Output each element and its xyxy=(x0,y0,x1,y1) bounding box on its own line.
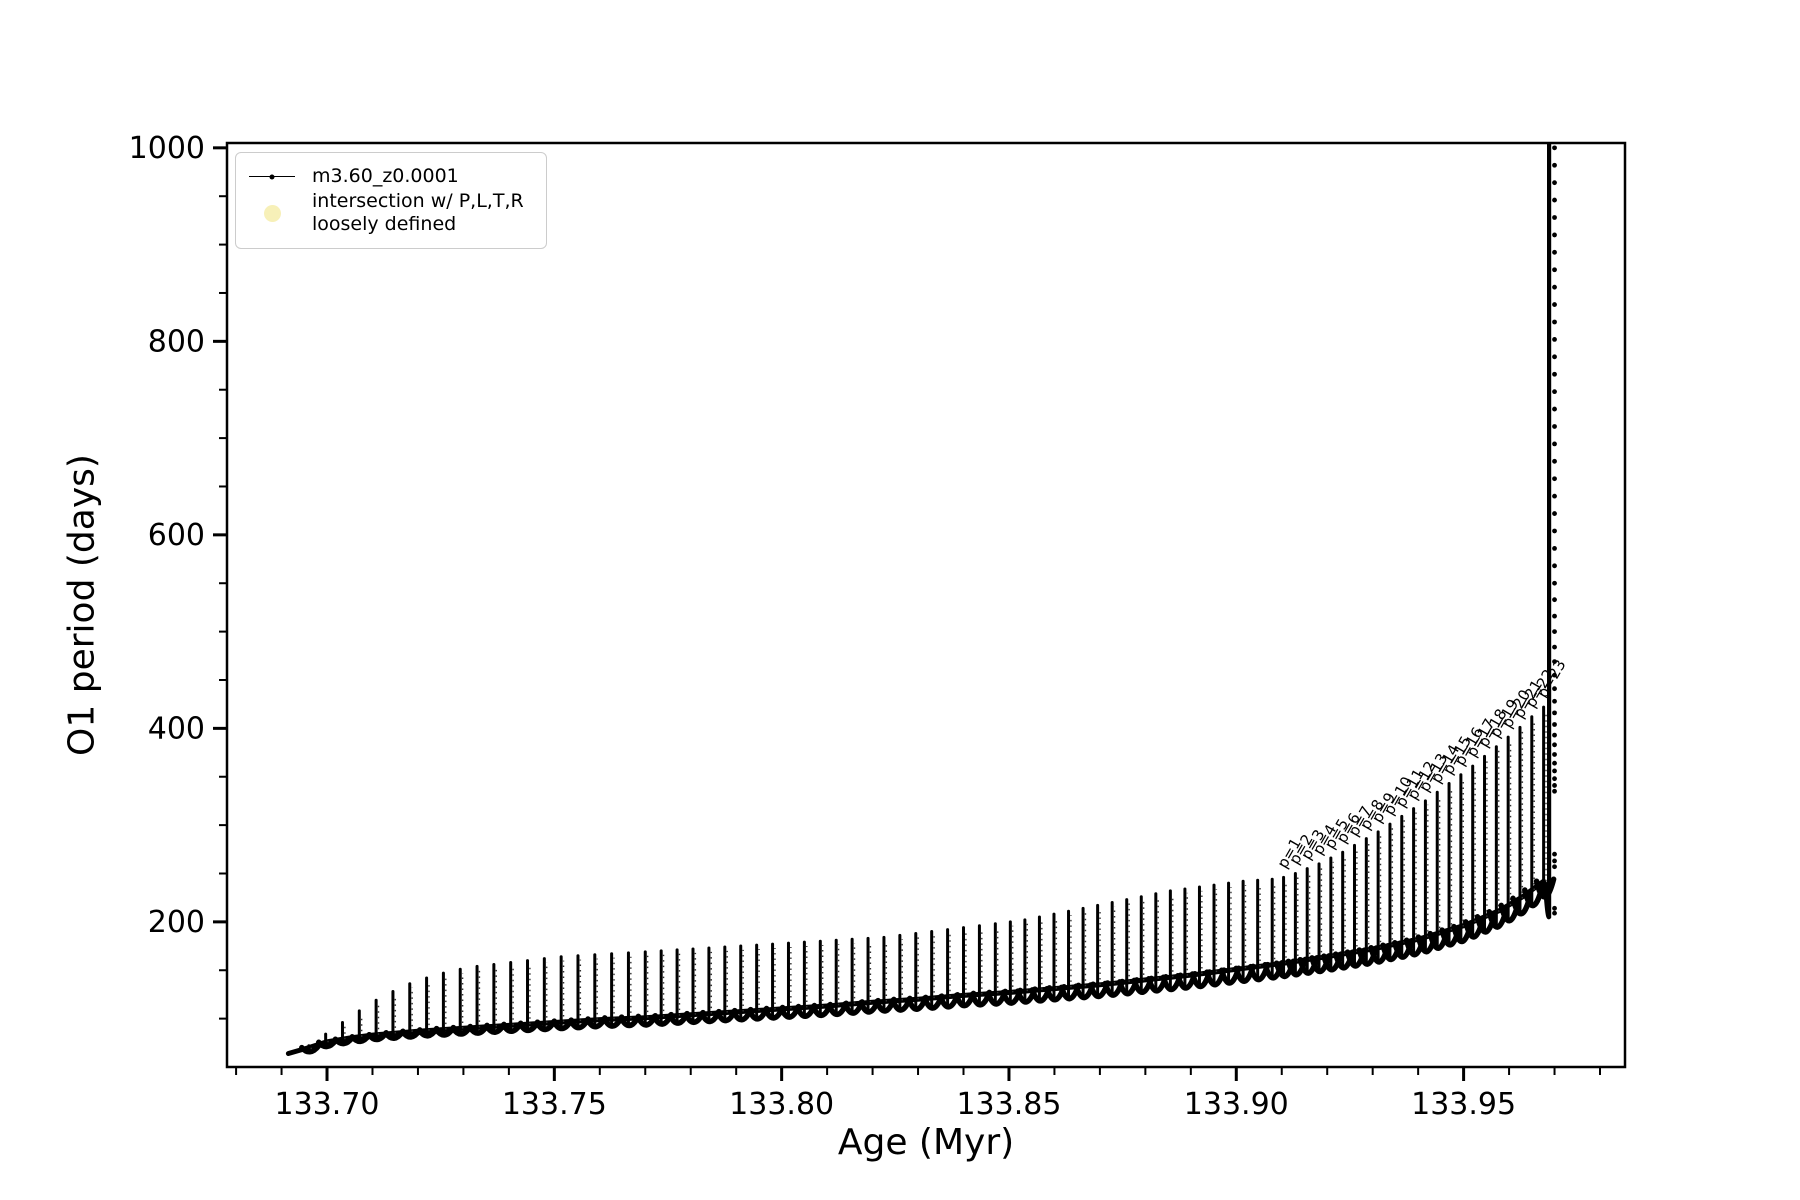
post-descent-point xyxy=(1552,768,1557,774)
post-descent-point xyxy=(1552,302,1557,307)
terminal-rise-line xyxy=(1542,143,1552,920)
post-descent-point xyxy=(1552,783,1557,788)
x-tick-label: 133.95 xyxy=(1411,1087,1516,1122)
legend-line-sample xyxy=(246,174,298,180)
x-tick-label: 133.85 xyxy=(956,1087,1061,1122)
post-descent-point xyxy=(1552,851,1557,857)
post-descent-point xyxy=(1552,232,1557,238)
post-descent-point xyxy=(1552,858,1557,864)
post-descent-point xyxy=(1552,441,1557,447)
post-descent-point xyxy=(1552,337,1557,342)
legend-label-intersection-line1: intersection w/ P,L,T,R xyxy=(312,190,524,212)
legend: m3.60_z0.0001 intersection w/ P,L,T,R lo… xyxy=(235,152,547,249)
post-descent-point xyxy=(1552,249,1557,255)
post-descent-point xyxy=(1552,371,1557,377)
post-descent-point xyxy=(1552,180,1557,186)
post-descent-point xyxy=(1552,698,1557,704)
post-descent-point xyxy=(1552,629,1557,635)
post-descent-point xyxy=(1552,597,1557,603)
y-axis-label: O1 period (days) xyxy=(61,454,103,756)
legend-circle-sample xyxy=(246,204,298,222)
post-descent-point xyxy=(1552,710,1557,716)
legend-entry-intersection: intersection w/ P,L,T,R loosely defined xyxy=(246,190,534,236)
post-descent-point xyxy=(1552,197,1557,203)
legend-label-intersection: intersection w/ P,L,T,R loosely defined xyxy=(312,190,524,236)
post-descent-point xyxy=(1552,732,1557,738)
post-descent-point xyxy=(1552,580,1557,586)
post-descent-point xyxy=(1552,722,1557,727)
post-descent-point xyxy=(1552,406,1557,412)
post-descent-point xyxy=(1552,760,1557,766)
x-tick-label: 133.70 xyxy=(275,1087,380,1122)
y-tick-label: 200 xyxy=(148,905,205,940)
post-descent-point xyxy=(1552,319,1557,325)
legend-entry-series: m3.60_z0.0001 xyxy=(246,165,534,188)
post-descent-point xyxy=(1552,389,1557,395)
post-descent-point xyxy=(1552,644,1557,650)
legend-label-intersection-line2: loosely defined xyxy=(312,213,457,235)
y-tick-label: 400 xyxy=(148,711,205,746)
post-descent-point xyxy=(1552,511,1557,516)
post-descent-point xyxy=(1552,672,1557,678)
post-descent-point xyxy=(1552,215,1557,220)
post-descent-point xyxy=(1552,659,1557,665)
line-marker-icon xyxy=(269,174,275,180)
post-descent-point xyxy=(1552,864,1557,870)
post-descent-point xyxy=(1552,563,1557,569)
x-tick-label: 133.75 xyxy=(502,1087,607,1122)
post-descent-point xyxy=(1552,145,1557,151)
data-series-group: p=1p=2p=3p=4p=5p=6p=7p=8p=9p=10p=11p=12p… xyxy=(285,143,1570,1056)
post-descent-point xyxy=(1552,354,1557,360)
x-tick-label: 133.80 xyxy=(729,1087,834,1122)
y-tick-label: 600 xyxy=(148,518,205,553)
post-descent-point xyxy=(1552,905,1557,911)
post-descent-point xyxy=(1552,742,1557,748)
post-descent-point xyxy=(1552,528,1557,534)
post-descent-point xyxy=(1552,458,1557,464)
axes-spines xyxy=(225,141,1627,1069)
legend-label-series: m3.60_z0.0001 xyxy=(312,165,459,187)
post-descent-point xyxy=(1552,267,1557,273)
post-descent-point xyxy=(1552,910,1557,916)
post-descent-point xyxy=(1552,162,1557,168)
post-descent-point xyxy=(1552,686,1557,692)
x-tick-label: 133.90 xyxy=(1184,1087,1289,1122)
post-descent-point xyxy=(1552,788,1557,794)
post-descent-point xyxy=(1552,476,1557,482)
post-descent-point xyxy=(1552,613,1557,619)
circle-marker-icon xyxy=(263,204,281,222)
post-descent-point xyxy=(1552,284,1557,290)
post-descent-point xyxy=(1552,424,1557,429)
y-tick-label: 1000 xyxy=(129,131,205,166)
post-descent-point xyxy=(1552,776,1557,782)
x-axis-label: Age (Myr) xyxy=(837,1122,1015,1163)
post-descent-point xyxy=(1552,545,1557,551)
post-descent-point xyxy=(1552,493,1557,499)
y-tick-label: 800 xyxy=(148,324,205,359)
post-descent-point xyxy=(1552,752,1557,757)
